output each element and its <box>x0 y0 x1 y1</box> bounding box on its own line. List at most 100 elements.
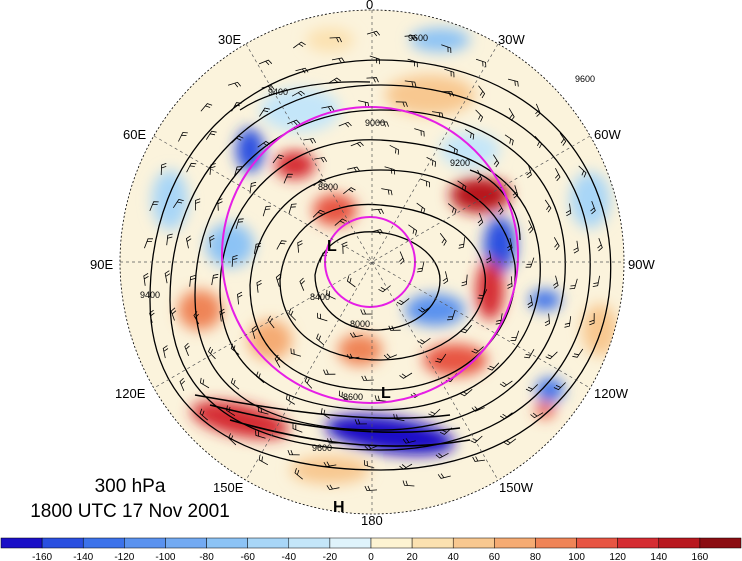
contour-label: 9600 <box>575 74 595 84</box>
wind-barb <box>283 173 293 184</box>
longitude-label-120w: 120W <box>594 386 629 401</box>
wind-barb <box>350 141 364 148</box>
wind-barb <box>226 405 236 417</box>
wind-barb <box>366 77 379 83</box>
wind-barb <box>255 371 265 384</box>
wind-barb <box>360 309 373 315</box>
wind-barb <box>597 238 603 252</box>
wind-barb <box>291 90 305 97</box>
wind-barb <box>326 289 336 300</box>
wind-barb <box>275 273 282 287</box>
wind-barb <box>253 242 262 255</box>
wind-barb <box>527 295 533 308</box>
wind-barb <box>346 276 356 288</box>
wind-barb <box>492 154 500 168</box>
title-block: 300 hPa 1800 UTC 17 Nov 2001 <box>10 474 250 524</box>
contour-label: 9200 <box>450 158 470 168</box>
wind-barb <box>437 473 451 479</box>
longitude-label-30e: 30E <box>218 32 241 47</box>
wind-barb <box>304 376 313 389</box>
wind-barb <box>329 37 342 43</box>
wind-barb <box>504 134 514 146</box>
wind-barb <box>499 412 513 420</box>
wind-barb <box>472 456 485 462</box>
wind-barb <box>257 140 271 148</box>
wind-barb <box>407 58 418 68</box>
colorbar-tick-label: -60 <box>240 552 255 561</box>
wind-barb <box>317 312 328 322</box>
low-center-pacific: L <box>381 385 391 402</box>
colorbar-tick-label: 100 <box>568 552 585 561</box>
wind-barb <box>545 351 558 360</box>
wind-barb <box>432 111 444 119</box>
wind-barb <box>261 85 275 91</box>
wind-barb <box>471 346 484 354</box>
colorbar-box <box>165 537 207 549</box>
wind-barb <box>334 218 347 226</box>
contour-label: 9400 <box>140 290 160 300</box>
wind-barb <box>349 332 363 338</box>
wind-barb <box>414 128 425 137</box>
longitude-label-120e: 120E <box>115 386 146 401</box>
wind-barb <box>565 203 572 217</box>
high-center-180: H <box>333 499 345 516</box>
wind-barb <box>287 119 301 126</box>
wind-barb <box>381 188 393 196</box>
wind-barb <box>219 308 225 322</box>
wind-barb <box>404 80 417 87</box>
wind-barb <box>487 362 500 371</box>
wind-barb <box>435 353 447 363</box>
contour-label: 9400 <box>268 87 288 97</box>
wind-barb <box>428 408 441 417</box>
wind-barb <box>544 313 551 327</box>
wind-barb <box>564 316 572 328</box>
wind-barb <box>256 280 262 293</box>
colorbar-box <box>370 537 413 549</box>
colorbar-tick-label: 0 <box>368 552 374 561</box>
wind-barb <box>442 271 449 285</box>
wind-barb <box>231 102 242 112</box>
wind-barb <box>303 138 317 144</box>
wind-barb <box>530 412 544 419</box>
wind-barb <box>527 220 534 234</box>
wind-barb <box>189 275 196 287</box>
contour-label: 8600 <box>343 392 363 402</box>
wind-barb <box>366 30 381 37</box>
wind-barb <box>559 132 567 146</box>
wind-barb <box>294 467 303 480</box>
colorbar-box <box>699 537 742 549</box>
wind-barb <box>228 433 237 446</box>
wind-barb <box>186 162 197 173</box>
wind-barb <box>461 274 468 287</box>
wind-barb <box>507 238 513 252</box>
wind-barb <box>299 277 305 291</box>
contour-label: 9000 <box>365 118 385 128</box>
colorbar-tick-label: -140 <box>73 552 93 561</box>
wind-barb <box>503 438 517 446</box>
wind-barb <box>288 308 297 321</box>
wind-barb <box>208 346 216 360</box>
pressure-centers: L L H <box>327 238 391 516</box>
wind-barb <box>217 198 223 211</box>
colorbar-tick-label: 80 <box>530 552 542 561</box>
wind-barb <box>384 166 396 175</box>
wind-barb <box>396 298 410 306</box>
wind-barb <box>259 107 270 117</box>
colorbar-tick-label: -160 <box>32 552 52 561</box>
wind-barb <box>293 41 306 49</box>
wind-barb <box>477 212 484 226</box>
colorbar-box <box>329 537 372 549</box>
colorbar-tick-label: -40 <box>282 552 297 561</box>
colorbar-box <box>247 537 290 549</box>
wind-barb <box>477 289 488 299</box>
wind-barb <box>313 178 326 187</box>
longitude-label-150e: 150E <box>213 480 244 495</box>
wind-barb <box>323 369 336 375</box>
wind-barb <box>312 209 325 218</box>
wind-barb <box>166 233 173 246</box>
wind-barb <box>419 178 430 188</box>
longitude-label-150w: 150W <box>499 480 534 495</box>
low-center-pole: L <box>327 238 337 255</box>
wind-barb <box>572 348 584 358</box>
wind-barb <box>230 377 240 390</box>
